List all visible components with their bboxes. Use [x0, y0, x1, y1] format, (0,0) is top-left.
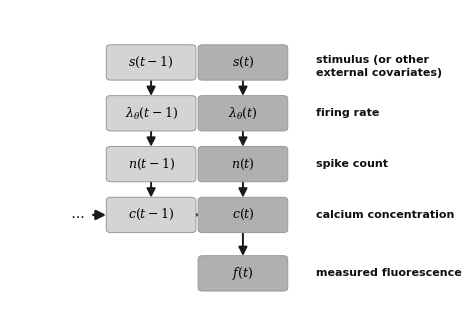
Text: $c(t)$: $c(t)$ — [231, 207, 255, 222]
FancyBboxPatch shape — [106, 96, 196, 131]
FancyBboxPatch shape — [106, 197, 196, 233]
FancyBboxPatch shape — [106, 45, 196, 80]
FancyBboxPatch shape — [198, 256, 288, 291]
FancyBboxPatch shape — [198, 96, 288, 131]
Text: $n(t)$: $n(t)$ — [231, 156, 255, 172]
Text: calcium concentration: calcium concentration — [316, 210, 455, 220]
Text: $\lambda_{\theta}(t)$: $\lambda_{\theta}(t)$ — [228, 106, 258, 121]
Text: $s(t)$: $s(t)$ — [232, 55, 254, 70]
Text: spike count: spike count — [316, 159, 388, 169]
FancyBboxPatch shape — [106, 147, 196, 182]
Text: $\lambda_{\theta}(t-1)$: $\lambda_{\theta}(t-1)$ — [125, 106, 178, 121]
FancyBboxPatch shape — [198, 45, 288, 80]
Text: measured fluorescence: measured fluorescence — [316, 268, 462, 279]
Text: $\cdots$: $\cdots$ — [71, 208, 85, 222]
Text: $f(t)$: $f(t)$ — [232, 265, 254, 282]
Text: firing rate: firing rate — [316, 108, 380, 118]
Text: $n(t-1)$: $n(t-1)$ — [128, 156, 174, 172]
Text: $s(t-1)$: $s(t-1)$ — [128, 55, 174, 70]
Text: stimulus (or other
external covariates): stimulus (or other external covariates) — [316, 55, 443, 78]
Text: $c(t-1)$: $c(t-1)$ — [128, 207, 174, 222]
FancyBboxPatch shape — [198, 197, 288, 233]
FancyBboxPatch shape — [198, 147, 288, 182]
